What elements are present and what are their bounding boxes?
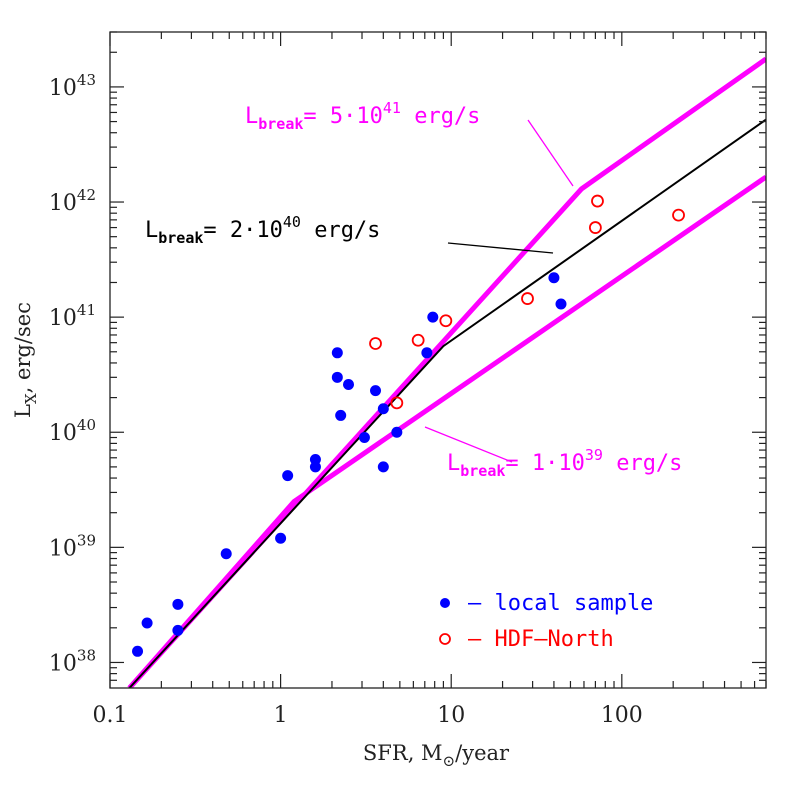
annotation-leader-break-5e41 bbox=[527, 119, 574, 187]
y-tick-label: 1041 bbox=[49, 301, 96, 331]
point-local-sample-11 bbox=[335, 409, 347, 421]
y-axis-label-main: L bbox=[11, 404, 35, 418]
y-axis-label-rest: , erg/sec bbox=[11, 302, 35, 393]
annotation-tail: erg/s bbox=[603, 451, 682, 476]
point-local-sample-19 bbox=[427, 311, 439, 323]
annotation-exp: 41 bbox=[383, 99, 401, 117]
point-hdf-north-0 bbox=[369, 337, 382, 350]
y-tick-base: 10 bbox=[49, 76, 77, 101]
data-points bbox=[132, 194, 685, 657]
point-local-sample-20 bbox=[548, 272, 560, 284]
x-axis-label-sub: ⊙ bbox=[443, 752, 456, 770]
annotation-prefix: L bbox=[245, 104, 258, 129]
y-axis-label-sub: X bbox=[22, 393, 40, 404]
y-tick-exponent: 41 bbox=[77, 301, 96, 319]
y-tick-exponent: 39 bbox=[77, 531, 96, 549]
point-local-sample-4 bbox=[220, 548, 232, 560]
annotation-tail: erg/s bbox=[401, 104, 480, 129]
annotation-exp: 39 bbox=[585, 446, 603, 464]
legend: – local sample – HDF–North bbox=[439, 591, 653, 652]
annotation-body: = 2·10 bbox=[203, 218, 282, 243]
y-tick-base: 10 bbox=[49, 421, 77, 446]
y-tick-label: 1040 bbox=[49, 416, 96, 446]
point-local-sample-16 bbox=[377, 461, 389, 473]
curve-break-1e39 bbox=[127, 174, 766, 688]
x-axis-label-main: SFR, M bbox=[363, 741, 443, 765]
point-local-sample-3 bbox=[172, 624, 184, 636]
point-hdf-north-3 bbox=[439, 314, 453, 328]
x-tick-label: 10 bbox=[437, 703, 465, 728]
x-axis-label-rest: /year bbox=[455, 741, 510, 765]
y-tick-label: 1043 bbox=[49, 71, 96, 101]
y-tick-base: 10 bbox=[49, 191, 77, 216]
annotation-sub: break bbox=[258, 115, 303, 133]
point-local-sample-5 bbox=[275, 532, 287, 544]
y-tick-exponent: 40 bbox=[77, 416, 96, 434]
point-local-sample-21 bbox=[555, 298, 567, 310]
annotation-leader-break-2e40 bbox=[447, 242, 554, 254]
y-tick-exponent: 43 bbox=[77, 71, 96, 89]
point-hdf-north-2 bbox=[411, 333, 425, 347]
annotation-break-5e41: Lbreak= 5·1041 erg/s bbox=[245, 99, 480, 133]
annotation-prefix: L bbox=[145, 218, 158, 243]
y-axis-label: LX, erg/sec bbox=[11, 302, 40, 418]
y-tick-base: 10 bbox=[49, 651, 77, 676]
y-tick-exponent: 38 bbox=[77, 646, 96, 664]
plot-border bbox=[109, 31, 767, 689]
annotation-leader-break-1e39 bbox=[424, 426, 513, 463]
curve-break-2e40 bbox=[128, 118, 766, 688]
curve-break-5e41 bbox=[127, 56, 766, 688]
annotation-break-2e40: Lbreak= 2·1040 erg/s bbox=[145, 213, 380, 247]
annotation-tail: erg/s bbox=[301, 218, 380, 243]
point-hdf-north-6 bbox=[591, 194, 604, 208]
y-tick-label: 1039 bbox=[49, 531, 96, 561]
y-tick-base: 10 bbox=[49, 306, 77, 331]
y-tick-label: 1038 bbox=[49, 646, 96, 676]
point-hdf-north-1 bbox=[390, 396, 404, 410]
annotation-body: = 1·10 bbox=[505, 451, 584, 476]
point-local-sample-14 bbox=[370, 385, 382, 397]
point-local-sample-6 bbox=[282, 470, 294, 482]
legend-marker-local-sample bbox=[440, 598, 450, 608]
annotation-exp: 40 bbox=[283, 213, 301, 231]
x-tick-label: 100 bbox=[601, 703, 643, 728]
point-local-sample-15 bbox=[377, 403, 389, 415]
point-hdf-north-4 bbox=[521, 292, 534, 305]
x-tick-label: 0.1 bbox=[93, 703, 128, 728]
x-axis-label: SFR, M⊙/year bbox=[363, 741, 510, 770]
point-local-sample-1 bbox=[141, 617, 153, 629]
point-local-sample-12 bbox=[342, 378, 354, 390]
point-local-sample-13 bbox=[358, 432, 370, 444]
plot-frame bbox=[109, 31, 767, 689]
annotation-break-1e39: Lbreak= 1·1039 erg/s bbox=[447, 446, 682, 480]
point-local-sample-8 bbox=[309, 461, 321, 473]
point-hdf-north-7 bbox=[672, 208, 685, 222]
legend-label: – HDF–North bbox=[468, 627, 614, 652]
x-tick-label: 1 bbox=[274, 703, 288, 728]
y-tick-exponent: 42 bbox=[77, 186, 96, 204]
annotation-prefix: L bbox=[447, 451, 460, 476]
y-tick-label: 1042 bbox=[49, 186, 96, 216]
legend-label: – local sample bbox=[468, 591, 653, 616]
point-local-sample-9 bbox=[331, 347, 343, 359]
point-local-sample-10 bbox=[331, 371, 343, 383]
annotation-sub: break bbox=[158, 229, 203, 247]
annotation-sub: break bbox=[460, 462, 505, 480]
legend-marker-hdf-north bbox=[439, 633, 451, 645]
point-local-sample-2 bbox=[172, 598, 184, 610]
annotation-body: = 5·10 bbox=[303, 104, 382, 129]
y-tick-base: 10 bbox=[49, 536, 77, 561]
point-local-sample-18 bbox=[421, 347, 433, 359]
point-hdf-north-5 bbox=[588, 221, 602, 234]
model-curves bbox=[127, 56, 766, 688]
point-local-sample-17 bbox=[391, 426, 403, 438]
point-local-sample-0 bbox=[132, 645, 144, 657]
